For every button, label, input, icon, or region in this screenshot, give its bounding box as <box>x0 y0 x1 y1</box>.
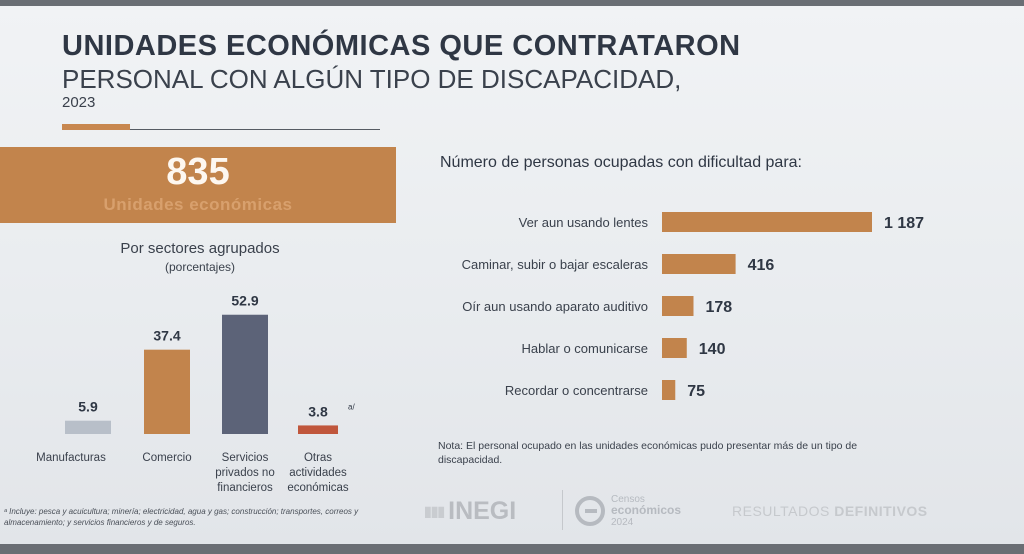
sector-bar-chart: 5.9 Manufacturas 37.4 Comercio 52.9 Servicios… <box>36 293 355 494</box>
sector-value-label: 3.8 <box>308 403 328 419</box>
difficulty-bar <box>662 338 687 358</box>
difficulty-category-label: Ver aun usando lentes <box>519 215 649 230</box>
difficulty-value-label: 75 <box>687 383 705 400</box>
results-label: RESULTADOS DEFINITIVOS <box>732 503 928 519</box>
sector-bar <box>65 420 111 434</box>
difficulty-bar <box>662 296 694 316</box>
difficulty-category-label: Recordar o concentrarse <box>505 383 648 398</box>
censos-year: 2024 <box>611 517 634 528</box>
title-accent-bar <box>62 124 130 130</box>
difficulty-bar <box>662 380 676 400</box>
censos-wordmark: Censos económicos 2024 <box>611 494 681 528</box>
difficulty-note: Nota: El personal ocupado en las unidade… <box>438 440 858 466</box>
sector-category-label: financieros <box>217 482 273 494</box>
censos-logo: Censos económicos 2024 <box>575 494 681 528</box>
censos-main: económicos <box>611 503 682 517</box>
title-line-1: UNIDADES ECONÓMICAS QUE CONTRATARON <box>62 30 741 62</box>
sector-chart-title: Por sectores agrupados <box>120 240 280 257</box>
sector-superscript: a/ <box>348 402 355 411</box>
results-light: RESULTADOS <box>732 503 830 519</box>
censos-small: Censos <box>611 494 645 505</box>
units-label: Unidades económicas <box>103 195 293 214</box>
difficulty-category-label: Hablar o comunicarse <box>522 341 648 356</box>
sector-chart-subtitle: (porcentajes) <box>164 260 236 274</box>
sector-category-label: Servicios <box>222 452 269 464</box>
sector-value-label: 37.4 <box>153 328 180 344</box>
units-number: 835 <box>166 151 230 193</box>
title-line-2: PERSONAL CON ALGÚN TIPO DE DISCAPACIDAD, <box>62 64 682 94</box>
difficulty-bar <box>662 254 736 274</box>
sector-category-label: Manufacturas <box>36 452 106 464</box>
sector-footnote: ᵃ Incluye: pesca y acuicultura; minería;… <box>4 507 359 527</box>
sector-category-label: Comercio <box>142 452 191 464</box>
title-rule <box>130 129 380 130</box>
difficulty-bar <box>662 212 872 232</box>
difficulty-value-label: 1 187 <box>884 215 924 232</box>
inegi-wordmark: INEGI <box>448 496 517 525</box>
difficulty-value-label: 178 <box>705 299 732 316</box>
difficulty-bar-chart: Ver aun usando lentes 1 187 Caminar, subir… <box>462 212 924 400</box>
sector-category-label: Otras <box>304 452 332 464</box>
difficulty-chart-title: Número de personas ocupadas con dificult… <box>440 154 802 171</box>
sector-category-label: actividades <box>289 467 347 479</box>
slide: UNIDADES ECONÓMICAS QUE CONTRATARON PERS… <box>0 6 1024 544</box>
title-year: 2023 <box>62 94 96 111</box>
difficulty-value-label: 140 <box>699 341 726 358</box>
sector-bar <box>222 314 268 434</box>
sector-value-label: 5.9 <box>78 399 98 415</box>
difficulty-category-label: Caminar, subir o bajar escaleras <box>462 257 649 272</box>
censos-circle-icon <box>575 496 605 526</box>
logo-divider <box>562 490 563 530</box>
difficulty-category-label: Oír aun usando aparato auditivo <box>462 299 648 314</box>
difficulty-value-label: 416 <box>748 257 775 274</box>
results-bold: DEFINITIVOS <box>834 503 928 519</box>
inegi-mark-icon: ▮▮▮ <box>424 502 445 519</box>
sector-category-label: privados no <box>215 467 274 479</box>
sector-bar <box>298 425 338 434</box>
sector-category-label: económicas <box>287 482 349 494</box>
units-banner: 835 Unidades económicas <box>0 147 396 223</box>
inegi-logo: ▮▮▮ INEGI <box>424 496 516 526</box>
sector-bar <box>144 349 190 434</box>
sector-value-label: 52.9 <box>231 293 258 309</box>
